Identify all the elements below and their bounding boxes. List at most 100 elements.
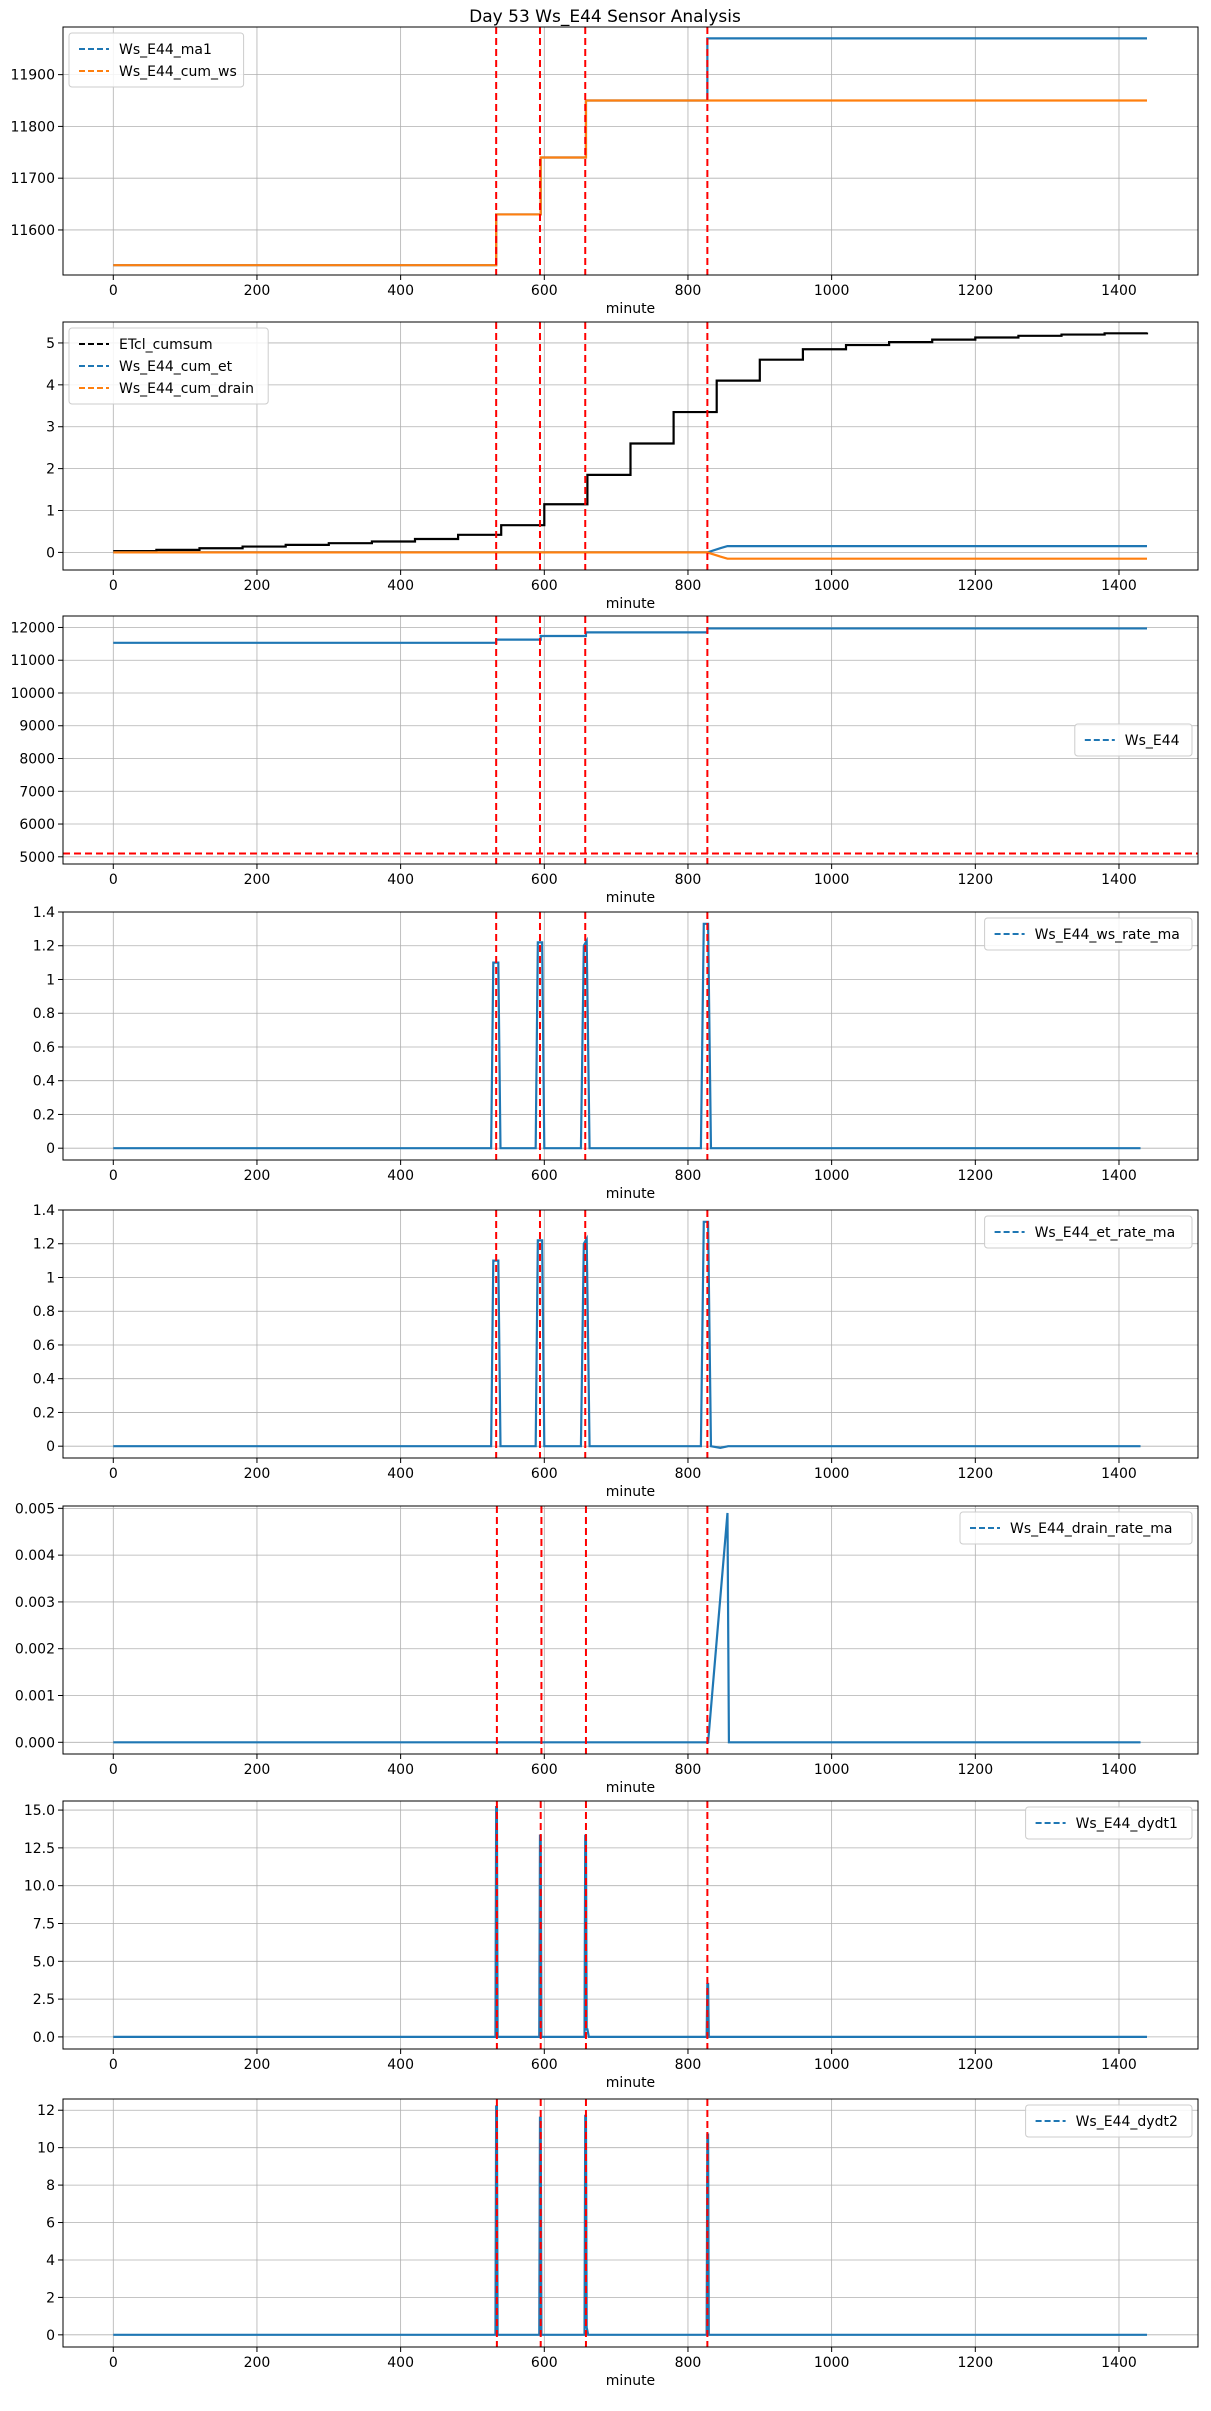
x-axis-label: minute: [606, 1780, 655, 1796]
x-tick-label: 800: [675, 578, 702, 594]
x-tick-label: 0: [109, 1466, 118, 1482]
plot-area: [113, 1506, 1141, 1754]
y-tick-label: 10000: [10, 686, 55, 702]
x-tick-label: 1000: [814, 578, 850, 594]
series-line-ETcl_cumsum: [113, 332, 1149, 553]
y-tick-label: 0.6: [33, 1338, 55, 1354]
legend-label: ETcl_cumsum: [119, 337, 213, 353]
x-axis-label: minute: [606, 301, 655, 317]
series-line-Ws_E44_ws_rate_ma: [113, 922, 1141, 1150]
legend-label: Ws_E44_drain_rate_ma: [1010, 1521, 1172, 1537]
y-tick-label: 0.001: [15, 1689, 55, 1705]
legend-box: [1025, 1806, 1193, 1840]
legend-label: Ws_E44_et_rate_ma: [1035, 1225, 1176, 1241]
y-tick-label: 0.002: [15, 1642, 55, 1658]
x-tick-label: 1000: [814, 872, 850, 888]
x-tick-label: 0: [109, 2057, 118, 2073]
x-tick-label: 200: [244, 283, 271, 299]
chart-panel-1: 0 200 400 600 800 1000 1200 1400 11600 11700 11800…: [10, 26, 1199, 317]
y-tick-label: 4: [46, 2253, 55, 2269]
x-axis-label: minute: [606, 890, 655, 906]
y-tick-label: 0.4: [33, 1372, 55, 1388]
y-tick-label: 0.6: [33, 1040, 55, 1056]
x-tick-label: 600: [531, 283, 558, 299]
legend-label: Ws_E44: [1125, 733, 1180, 749]
x-tick-label: 600: [531, 1762, 558, 1778]
y-tick-label: 0.2: [33, 1107, 55, 1123]
y-tick-label: 0: [46, 1141, 55, 1157]
x-tick-label: 1400: [1101, 2057, 1137, 2073]
x-tick-label: 600: [531, 872, 558, 888]
y-tick-label: 12000: [10, 620, 55, 636]
x-tick-label: 1200: [957, 283, 993, 299]
y-tick-label: 0.8: [33, 1304, 55, 1320]
y-tick-label: 11900: [10, 68, 55, 84]
legend-box: [984, 917, 1193, 951]
legend-label: Ws_E44_cum_ws: [119, 64, 237, 80]
series-line-Ws_E44_drain_rate_ma: [113, 1512, 1141, 1744]
y-tick-label: 11700: [10, 171, 55, 187]
y-tick-label: 8: [46, 2178, 55, 2194]
legend-label: Ws_E44_cum_et: [119, 359, 233, 375]
y-tick-label: 0.8: [33, 1006, 55, 1022]
y-tick-label: 11000: [10, 653, 55, 669]
x-tick-label: 200: [244, 872, 271, 888]
y-tick-label: 1: [46, 1270, 55, 1286]
plot-area: [113, 1801, 1147, 2049]
y-tick-label: 1: [46, 972, 55, 988]
axes-frame: [62, 1800, 1199, 2050]
x-tick-label: 0: [109, 283, 118, 299]
legend-box: [959, 1511, 1193, 1545]
x-tick-label: 200: [244, 1466, 271, 1482]
x-tick-label: 0: [109, 578, 118, 594]
x-tick-label: 1200: [957, 1466, 993, 1482]
legend-label: Ws_E44_dydt2: [1076, 2114, 1178, 2130]
axes-frame: [62, 1505, 1199, 1755]
y-tick-label: 0.000: [15, 1735, 55, 1751]
legend: ETcl_cumsum Ws_E44_cum_et Ws_E44_cum_drain: [68, 327, 269, 405]
chart-panel-2: 0 200 400 600 800 1000 1200 1400 0 1 2 3 4 5 minute ETc…: [46, 321, 1199, 612]
x-tick-label: 1000: [814, 283, 850, 299]
legend-box: [1074, 723, 1193, 757]
x-tick-label: 1400: [1101, 2355, 1137, 2371]
y-tick-label: 0: [46, 2328, 55, 2344]
y-tick-label: 2: [46, 2290, 55, 2306]
x-tick-label: 800: [675, 1466, 702, 1482]
x-axis-label: minute: [606, 2373, 655, 2389]
axes-frame: [62, 911, 1199, 1161]
y-tick-label: 6000: [19, 817, 55, 833]
y-tick-label: 6: [46, 2216, 55, 2232]
x-tick-label: 800: [675, 872, 702, 888]
x-tick-label: 1400: [1101, 872, 1137, 888]
legend: Ws_E44_drain_rate_ma: [959, 1511, 1193, 1545]
y-tick-label: 1.2: [33, 1237, 55, 1253]
plot-area: [113, 2099, 1147, 2347]
legend: Ws_E44_et_rate_ma: [984, 1215, 1193, 1249]
y-tick-label: 1.2: [33, 939, 55, 955]
legend-label: Ws_E44_cum_drain: [119, 381, 254, 397]
x-axis-label: minute: [606, 1484, 655, 1500]
x-tick-label: 200: [244, 1168, 271, 1184]
y-tick-label: 2.5: [33, 1992, 55, 2008]
x-tick-label: 1000: [814, 1168, 850, 1184]
x-tick-label: 1200: [957, 2057, 993, 2073]
legend-box: [68, 32, 245, 88]
y-tick-label: 12: [37, 2103, 55, 2119]
x-tick-label: 1400: [1101, 1762, 1137, 1778]
x-tick-label: 1000: [814, 1762, 850, 1778]
x-tick-label: 1200: [957, 1168, 993, 1184]
x-tick-label: 1000: [814, 1466, 850, 1482]
y-tick-label: 5000: [19, 850, 55, 866]
x-tick-label: 400: [387, 2057, 414, 2073]
y-tick-label: 2: [46, 462, 55, 478]
panels: 0 200 400 600 800 1000 1200 1400116001170011800…: [10, 26, 1199, 2389]
y-tick-label: 10.0: [24, 1879, 55, 1895]
x-tick-label: 1400: [1101, 1466, 1137, 1482]
plot-area: [113, 912, 1141, 1160]
y-tick-label: 1: [46, 504, 55, 520]
series-line-Ws_E44_et_rate_ma: [113, 1220, 1141, 1450]
plot-area: [113, 1210, 1141, 1458]
legend: Ws_E44_ma1 Ws_E44_cum_ws: [68, 32, 245, 88]
chart-panel-3: 0 200 400 600 800 1000 1200 1400 5000 6000 7000 800…: [10, 615, 1199, 906]
